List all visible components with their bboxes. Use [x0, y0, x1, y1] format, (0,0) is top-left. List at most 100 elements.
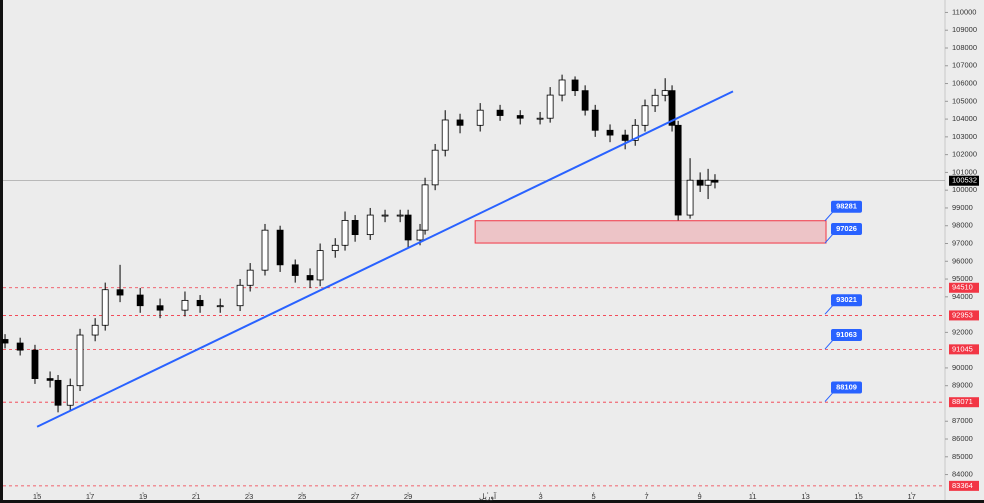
y-tick-label: 98000	[952, 221, 973, 230]
x-tick-label: 25	[298, 492, 306, 501]
y-tick-label: 110000	[952, 7, 976, 16]
candle-body	[381, 214, 389, 217]
candle-body	[668, 90, 676, 126]
y-tick-label: 103000	[952, 132, 977, 141]
callout-box	[831, 294, 862, 307]
candle-body	[196, 299, 204, 307]
candle-body	[431, 149, 439, 186]
callout-label: 88109	[836, 383, 857, 392]
y-tick-label: 89000	[952, 381, 973, 390]
candle-body	[1, 339, 9, 344]
y-tick-label: 97000	[952, 238, 973, 247]
candle-body	[101, 289, 109, 326]
y-tick-label: 96000	[952, 256, 973, 265]
candle-body	[621, 134, 629, 141]
candle-body	[591, 109, 599, 131]
level-label: 94510	[952, 283, 973, 292]
candle-body	[216, 305, 224, 308]
level-label-box	[949, 344, 979, 355]
y-tick-label: 105000	[952, 96, 977, 105]
level-label-box	[949, 282, 979, 293]
candle-body	[246, 269, 254, 286]
candle-body	[558, 79, 566, 96]
callout-label: 91063	[836, 330, 857, 339]
y-tick-label: 102000	[952, 150, 977, 159]
candle-body	[546, 94, 554, 119]
x-tick-label: 15	[33, 492, 41, 501]
candle-body	[441, 119, 449, 151]
x-tick-label: 15	[854, 492, 862, 501]
x-tick-label: 3	[539, 492, 543, 501]
x-tick-label: 13	[801, 492, 809, 501]
y-tick-label: 94000	[952, 292, 973, 301]
callout-box	[831, 329, 862, 342]
x-tick-label: 9	[698, 492, 702, 501]
candle-body	[704, 179, 712, 186]
y-tick-label: 90000	[952, 363, 973, 372]
y-tick-label: 86000	[952, 434, 973, 443]
y-tick-label: 107000	[952, 61, 977, 70]
candle-body	[351, 219, 359, 236]
candle-body	[711, 179, 719, 183]
trendline	[36, 90, 734, 428]
candle-body	[456, 119, 464, 126]
x-tick-label: 19	[139, 492, 147, 501]
y-tick-label: 109000	[952, 25, 977, 34]
level-label: 92953	[952, 310, 973, 319]
candle-body	[16, 342, 24, 351]
level-label: 83364	[952, 481, 973, 490]
level-label-box	[949, 480, 979, 491]
callout-pointer	[824, 339, 834, 350]
candle-body	[54, 379, 62, 406]
callout-box	[831, 200, 862, 213]
x-tick-label: 7	[645, 492, 649, 501]
level-label-box	[949, 310, 979, 321]
candle-body	[686, 179, 694, 216]
candle-body	[631, 124, 639, 141]
y-tick-label: 85000	[952, 452, 973, 461]
x-tick-label: 27	[351, 492, 359, 501]
x-tick-label: 17	[907, 492, 915, 501]
candle-body	[76, 334, 84, 387]
callout-pointer	[824, 233, 834, 244]
x-tick-label: 29	[404, 492, 412, 501]
candle-body	[236, 284, 244, 307]
candle-body	[136, 294, 144, 307]
candle-body	[416, 229, 424, 241]
candle-body	[571, 79, 579, 92]
callout-label: 93021	[836, 295, 857, 304]
candle-body	[156, 305, 164, 311]
candle-body	[396, 214, 404, 217]
x-tick-label: 23	[245, 492, 253, 501]
callout-pointer	[824, 392, 834, 402]
x-tick-label: 11	[749, 492, 757, 501]
x-tick-label: 17	[86, 492, 94, 501]
y-tick-label: 95000	[952, 274, 973, 283]
chart-background	[3, 0, 984, 500]
callout-box	[831, 381, 862, 394]
current-price-label: 100532	[952, 176, 977, 185]
candle-body	[291, 264, 299, 276]
y-tick-label: 99000	[952, 203, 973, 212]
candle-body	[306, 275, 314, 281]
level-label: 91045	[952, 344, 973, 353]
y-tick-label: 101000	[952, 167, 977, 176]
current-price-box	[949, 175, 979, 186]
candle-body	[31, 349, 39, 379]
candle-body	[476, 109, 484, 126]
callout-label: 97026	[836, 224, 857, 233]
candle-body	[316, 250, 324, 281]
y-tick-label: 92000	[952, 327, 973, 336]
candle-body	[261, 229, 269, 271]
zone	[474, 220, 827, 244]
candle-body	[696, 179, 704, 186]
candle-body	[404, 214, 412, 241]
level-label-box	[949, 397, 979, 408]
candle-body	[496, 109, 504, 116]
y-tick-label: 87000	[952, 416, 973, 425]
y-tick-label: 84000	[952, 470, 973, 479]
candle-body	[674, 124, 682, 216]
candle-body	[116, 289, 124, 296]
y-tick-label: 108000	[952, 43, 977, 52]
